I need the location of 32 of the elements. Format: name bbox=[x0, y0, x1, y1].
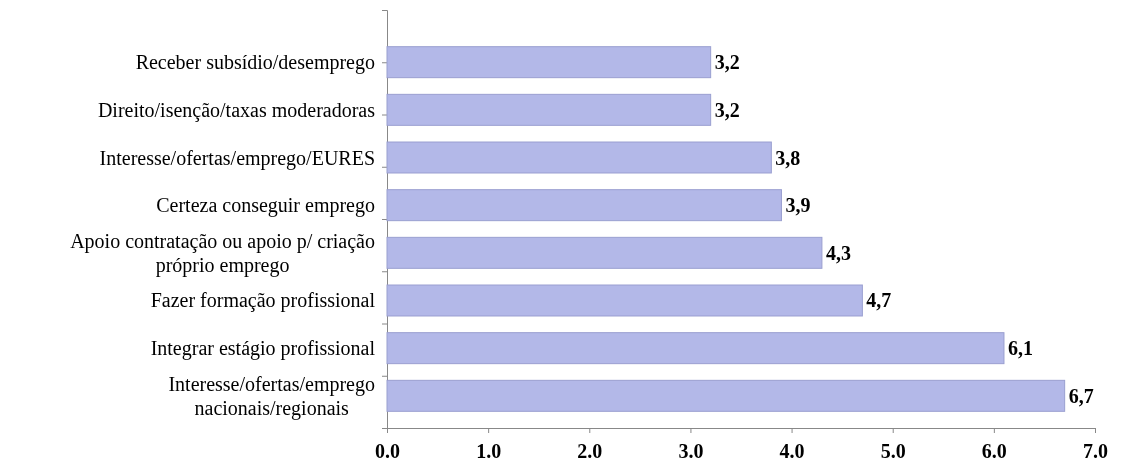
x-tick-label: 7.0 bbox=[1083, 440, 1108, 462]
y-tick-label: Receber subsídio/desemprego bbox=[135, 51, 375, 75]
x-tick-label: 4.0 bbox=[779, 440, 805, 462]
data-label: 3,2 bbox=[714, 51, 740, 74]
bar bbox=[386, 141, 772, 174]
y-tick-label: Integrar estágio profissional bbox=[150, 337, 376, 361]
x-tick-label: 1.0 bbox=[476, 440, 502, 462]
y-tick-label: Apoio contratação ou apoio p/ criação próprio emprego bbox=[70, 229, 375, 277]
y-tick-label: Interesse/ofertas/emprego nacionais/regionais bbox=[168, 372, 375, 420]
bar bbox=[386, 46, 712, 79]
y-tick-label: Direito/isenção/taxas moderadoras bbox=[97, 98, 376, 122]
data-label: 3,9 bbox=[785, 194, 811, 217]
x-tick-label: 3.0 bbox=[678, 440, 704, 462]
data-label: 4,7 bbox=[866, 289, 892, 312]
data-label: 6,7 bbox=[1068, 384, 1094, 407]
bar bbox=[386, 379, 1066, 412]
data-label: 3,8 bbox=[775, 146, 801, 169]
bar bbox=[386, 93, 712, 126]
bar bbox=[386, 236, 823, 269]
x-tick-label: 6.0 bbox=[981, 440, 1007, 462]
x-tick-label: 2.0 bbox=[577, 440, 603, 462]
x-tick-label: 0.0 bbox=[375, 440, 400, 462]
bar bbox=[386, 332, 1005, 365]
y-tick-label: Interesse/ofertas/emprego/EURES bbox=[99, 146, 375, 170]
y-tick-label: Certeza conseguir emprego bbox=[156, 194, 375, 218]
data-label: 3,2 bbox=[714, 98, 740, 121]
data-label: 6,1 bbox=[1007, 337, 1033, 360]
data-label: 4,3 bbox=[825, 241, 851, 264]
bar bbox=[386, 189, 782, 222]
bar bbox=[386, 284, 863, 317]
y-tick-label: Fazer formação profissional bbox=[150, 289, 376, 313]
x-tick-label: 5.0 bbox=[880, 440, 906, 462]
